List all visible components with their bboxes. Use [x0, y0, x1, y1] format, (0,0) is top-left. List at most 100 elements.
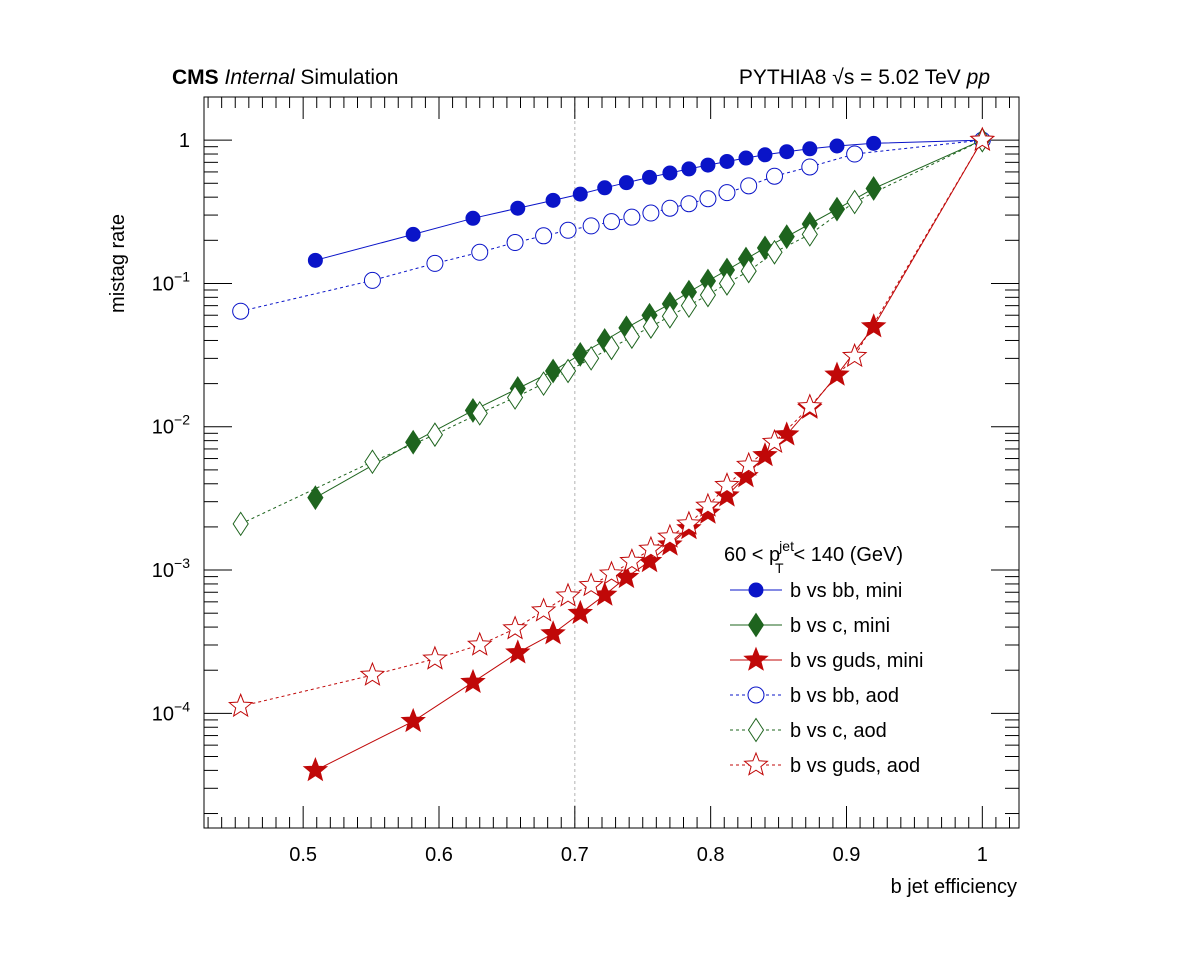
- data-point: [860, 313, 887, 338]
- data-point: [466, 631, 493, 656]
- data-point: [828, 196, 846, 222]
- data-point: [740, 258, 757, 284]
- legend-swatch-marker: [747, 717, 765, 743]
- data-point: [603, 335, 620, 361]
- legend-header: 60 < pjet T< 140 (GeV): [724, 538, 903, 576]
- data-point: [559, 221, 577, 239]
- data-point: [460, 668, 486, 694]
- data-point: [700, 157, 716, 173]
- data-point: [232, 511, 249, 537]
- data-point: [866, 135, 882, 151]
- legend-label: b vs bb, mini: [790, 580, 902, 602]
- data-point: [598, 560, 625, 585]
- series-layer: [228, 126, 995, 782]
- legend-label: b vs c, aod: [790, 720, 887, 742]
- data-point: [582, 217, 600, 235]
- data-point: [699, 282, 717, 308]
- data-point: [597, 180, 613, 196]
- data-point: [426, 422, 444, 448]
- data-point: [302, 757, 329, 782]
- y-tick-label: 10−3: [152, 555, 190, 582]
- data-point: [662, 165, 678, 181]
- data-point: [623, 208, 641, 226]
- data-point: [740, 177, 758, 195]
- chart-header-left: CMS Internal Simulation: [172, 66, 398, 89]
- data-point: [695, 492, 721, 517]
- data-point: [506, 385, 524, 410]
- series-c_aod: [232, 127, 991, 537]
- x-tick-label: 1: [977, 844, 988, 866]
- data-point: [676, 510, 702, 535]
- data-point: [535, 227, 553, 245]
- data-point: [756, 235, 774, 261]
- legend-entry: b vs guds, aod: [730, 751, 920, 777]
- data-point: [736, 451, 762, 476]
- data-point: [426, 254, 444, 272]
- data-point: [718, 184, 736, 202]
- y-tick-label: 10−1: [152, 268, 190, 295]
- data-point: [583, 345, 600, 371]
- legend-label: b vs guds, mini: [790, 650, 923, 672]
- data-point: [572, 186, 588, 202]
- data-point: [555, 582, 581, 607]
- series-bb_mini: [307, 132, 990, 268]
- data-point: [405, 429, 422, 455]
- data-point: [718, 271, 736, 296]
- data-point: [773, 421, 800, 446]
- legend-entry: b vs c, mini: [730, 612, 890, 638]
- data-point: [802, 141, 818, 157]
- data-point: [505, 639, 531, 664]
- data-point: [359, 661, 386, 686]
- legend-swatch-marker: [743, 646, 769, 671]
- data-point: [681, 161, 697, 177]
- data-point: [363, 271, 381, 289]
- x-axis-title: b jet efficiency: [891, 876, 1017, 898]
- data-point: [572, 341, 589, 367]
- legend-swatch-marker: [748, 582, 764, 598]
- data-point: [661, 303, 679, 329]
- data-point: [642, 314, 659, 339]
- x-tick-label: 0.5: [289, 844, 317, 866]
- series-guds_aod: [228, 126, 995, 718]
- data-point: [699, 190, 717, 208]
- data-point: [535, 371, 552, 397]
- data-point: [307, 252, 323, 268]
- y-axis-title: mistag rate: [107, 214, 129, 313]
- legend-swatch-marker: [747, 612, 765, 638]
- data-point: [719, 153, 735, 169]
- legend-label: b vs c, mini: [790, 615, 890, 637]
- y-tick-label: 10−2: [152, 412, 190, 439]
- data-point: [801, 158, 819, 176]
- data-point: [766, 167, 783, 185]
- data-point: [228, 692, 254, 718]
- data-point: [502, 615, 528, 640]
- data-point: [778, 224, 795, 250]
- data-point: [544, 358, 562, 384]
- axes-layer: 0.5 0.6 0.7 0.8 0.9 1 1 10−1 10−2 10−3 10−4: [152, 96, 1019, 866]
- series-guds_mini: [302, 126, 995, 782]
- data-point: [405, 226, 421, 242]
- data-point: [738, 150, 754, 166]
- legend-entry: b vs bb, mini: [730, 580, 902, 602]
- data-point: [422, 645, 448, 670]
- data-point: [680, 195, 698, 213]
- legend: 60 < pjet T< 140 (GeV) b vs bb, mini b vs …: [724, 538, 923, 777]
- legend-label: b vs guds, aod: [790, 755, 920, 777]
- data-point: [642, 169, 658, 185]
- data-point: [567, 599, 594, 625]
- data-point: [797, 393, 823, 418]
- legend-entry: b vs c, aod: [730, 717, 887, 743]
- data-point: [471, 400, 488, 426]
- legend-swatch-marker: [743, 751, 769, 776]
- data-point: [540, 620, 566, 645]
- data-point: [757, 147, 773, 163]
- data-point: [506, 234, 524, 252]
- x-tick-label: 0.6: [425, 844, 453, 866]
- chart-header-right: PYTHIA8 √s = 5.02 TeV pp: [739, 66, 990, 89]
- series-bb_aod: [232, 131, 991, 320]
- data-point: [824, 361, 850, 386]
- y-tick-label: 1: [179, 130, 190, 152]
- data-point: [865, 176, 882, 201]
- data-point: [752, 442, 778, 467]
- data-point: [530, 597, 557, 622]
